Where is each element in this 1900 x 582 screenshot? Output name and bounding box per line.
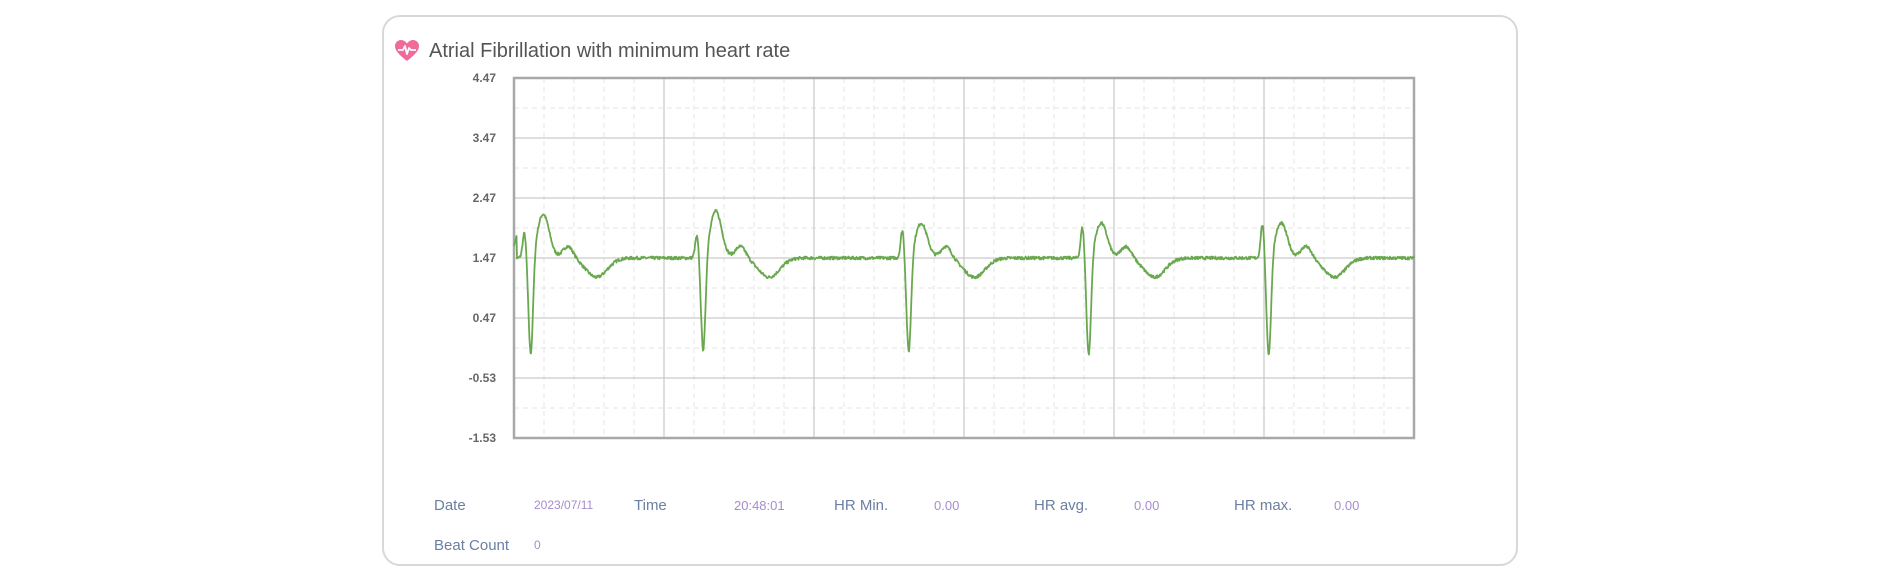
hr-min-label: HR Min. xyxy=(834,497,889,514)
hr-avg-label: HR avg. xyxy=(1034,497,1089,514)
date-value: 2023/07/11 xyxy=(534,498,594,512)
y-tick-label: 1.47 xyxy=(473,251,497,265)
y-tick-label: 2.47 xyxy=(473,191,497,205)
ecg-card: Atrial Fibrillation with minimum heart r… xyxy=(382,15,1518,566)
ecg-series-line xyxy=(513,208,1415,356)
y-tick-label: 0.47 xyxy=(473,311,497,325)
info-row-1: Date 2023/07/11 Time 20:48:01 HR Min. 0.… xyxy=(434,497,1494,537)
date-label: Date xyxy=(434,497,466,514)
ecg-chart: 4.47 3.47 2.47 1.47 0.47 -0.53 -1.53 xyxy=(384,17,1520,457)
hr-avg-value: 0.00 xyxy=(1134,498,1160,513)
beat-count-label: Beat Count xyxy=(434,537,510,554)
hr-max-label: HR max. xyxy=(1234,497,1293,514)
ecg-chart-svg: 4.47 3.47 2.47 1.47 0.47 -0.53 -1.53 xyxy=(469,71,1416,445)
heart-pulse-icon xyxy=(394,39,420,63)
info-grid: Date 2023/07/11 Time 20:48:01 HR Min. 0.… xyxy=(434,497,1494,577)
hr-max-value: 0.00 xyxy=(1334,498,1360,513)
time-value: 20:48:01 xyxy=(734,498,785,513)
beat-count-value: 0 xyxy=(534,538,541,552)
y-tick-label: -0.53 xyxy=(469,371,497,385)
card-title: Atrial Fibrillation with minimum heart r… xyxy=(429,39,791,62)
y-tick-label: 4.47 xyxy=(473,71,497,85)
time-label: Time xyxy=(634,497,667,514)
card-header: Atrial Fibrillation with minimum heart r… xyxy=(394,36,790,66)
y-tick-label: 3.47 xyxy=(473,131,497,145)
info-row-2: Beat Count 0 xyxy=(434,537,1494,577)
hr-min-value: 0.00 xyxy=(934,498,960,513)
y-tick-label: -1.53 xyxy=(469,431,497,445)
